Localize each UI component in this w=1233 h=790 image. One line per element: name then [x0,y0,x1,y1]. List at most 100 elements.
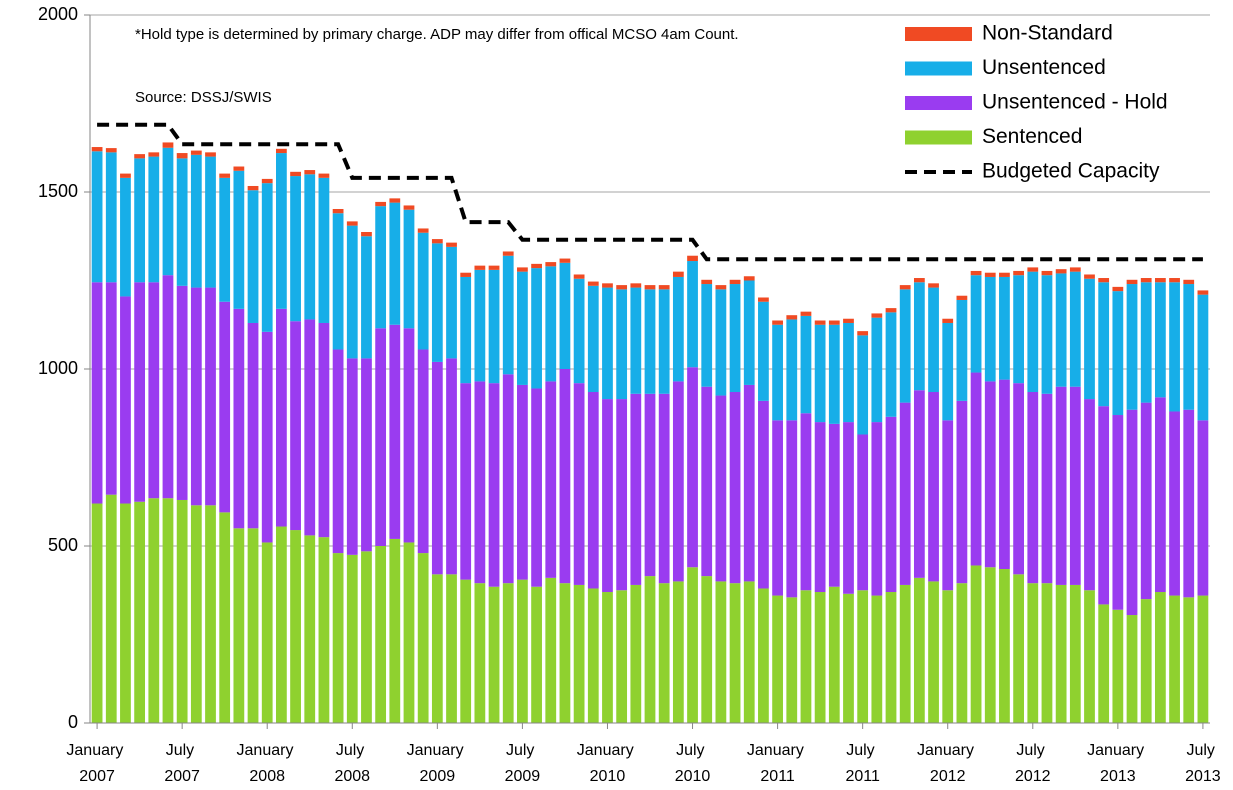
bar-segment [786,597,798,723]
x-tick-label: July 2011 [845,742,880,785]
bar-segment [871,595,883,723]
bar-segment [970,565,982,723]
bar-segment [1183,284,1195,410]
bar-segment [517,267,528,272]
x-tick-label: July 2010 [675,742,711,785]
bar-segment [162,142,174,148]
bar-segment [729,583,741,723]
bar-segment [545,577,557,723]
bar-segment [772,420,783,596]
bar-segment [644,576,656,723]
bar-segment [403,209,415,329]
bar-segment [304,535,316,723]
bar-segment [120,173,131,178]
annotation: *Hold type is determined by primary char… [135,26,739,43]
bar-segment [446,242,457,247]
bar-segment [1084,274,1095,279]
bar-segment [1027,583,1039,723]
bar-segment [857,331,869,336]
bar-segment [276,148,287,154]
bar-segment [843,422,854,594]
bar-segment [885,592,897,723]
bar-segment [672,381,684,582]
bar-segment [105,282,117,495]
bar-segment [162,275,174,499]
legend-label: Sentenced [982,125,1082,148]
bar-segment [120,503,131,723]
bar-segment [460,579,472,723]
bar-segment [857,335,869,435]
x-tick-label: January 2008 [237,742,298,785]
bar-segment [1126,284,1138,410]
bar-segment [318,173,330,178]
bar-segment [389,198,401,203]
bar-segment [105,148,117,153]
bar-segment [1112,291,1124,416]
bar-segment [1084,399,1095,591]
bar-segment [431,239,443,244]
y-tick-label: 0 [68,712,78,732]
bar-segment [616,289,628,400]
bar-segment [729,279,741,285]
bar-segment [176,158,188,286]
bar-segment [786,420,798,598]
bar-segment [871,317,883,423]
x-tick-label: July 2012 [1015,742,1051,785]
bar-segment [587,281,599,286]
bar-segment [942,420,954,591]
bar-segment [630,584,642,723]
bar-segment [743,581,755,723]
bar-segment [304,170,316,175]
bar-segment [913,278,925,283]
bar-segment [616,285,628,290]
bar-segment [120,296,131,504]
bar-segment [290,171,301,177]
bar-segment [1027,267,1039,272]
bar-segment [91,147,103,152]
bar-segment [502,255,514,375]
bar-segment [1055,584,1067,723]
bar-segment [1154,592,1166,723]
bar-segment [1013,383,1024,575]
legend-swatch [905,130,972,145]
bar-segment [715,289,727,396]
bar-segment [559,258,571,263]
bar-segment [1069,267,1081,272]
bar-segment [148,498,160,723]
bar-segment [1041,270,1053,276]
bar-segment [219,512,231,723]
bar-segment [502,374,514,584]
bar-segment [672,271,684,277]
bar-segment [885,312,897,417]
bar-segment [644,289,656,394]
bar-segment [134,158,146,283]
x-tick-label: January 2012 [917,742,978,785]
legend-label: Budgeted Capacity [982,160,1160,183]
x-tick-label: January 2013 [1087,742,1148,785]
bar-segment [460,272,472,277]
bar-segment [616,399,628,591]
bar-segment [431,361,443,575]
bar-segment [545,381,557,578]
x-tick-label: January 2010 [577,742,638,785]
bar-segment [1112,415,1124,610]
bar-segment [502,251,514,256]
bar-segment [247,322,259,529]
bar-segment [417,228,429,233]
bar-segment [346,358,358,555]
y-tick-label: 500 [48,535,78,555]
bar-segment [1140,282,1152,403]
bar-segment [828,586,840,723]
bar-segment [474,265,486,270]
bar-segment [1098,278,1110,283]
bar-segment [1154,282,1166,398]
legend-swatch [905,61,972,76]
bar-segment [1055,273,1067,387]
bar-segment [573,278,585,384]
annotation: Source: DSSJ/SWIS [135,89,272,106]
bar-segment [488,265,500,270]
bar-segment [956,299,968,401]
bar-segment [672,276,684,382]
bar-segment [361,232,372,237]
